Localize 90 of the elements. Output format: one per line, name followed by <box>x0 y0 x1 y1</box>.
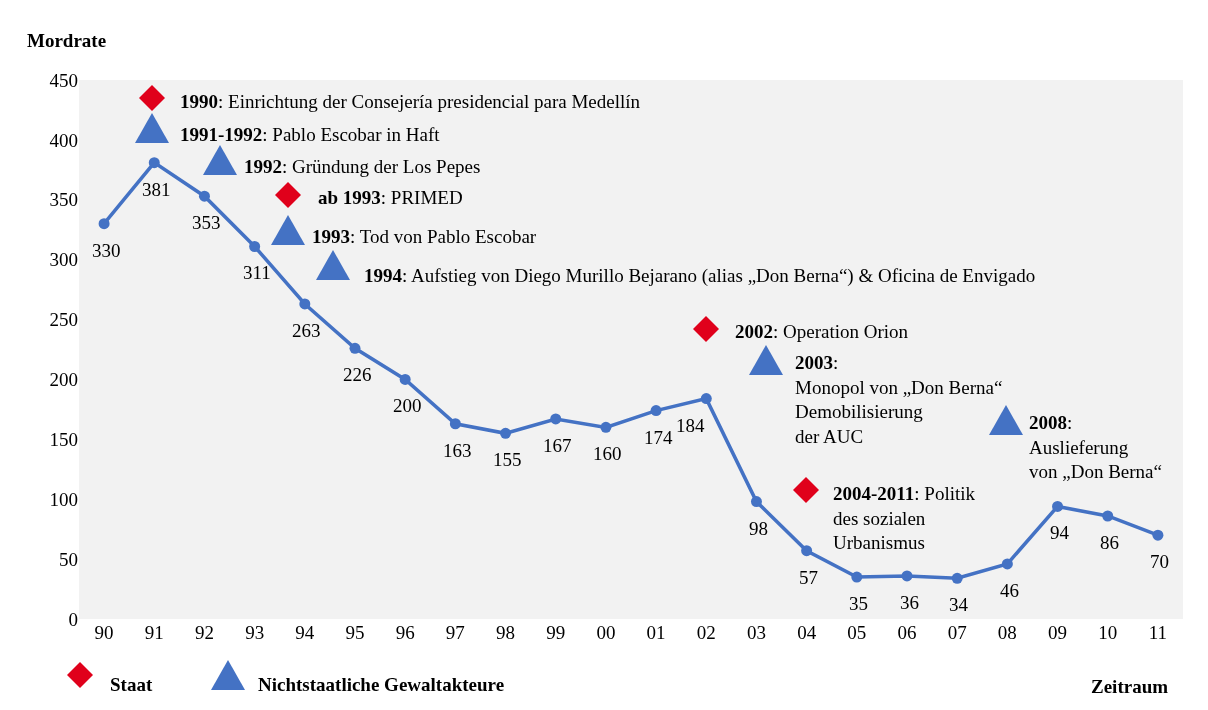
y-tick-label: 0 <box>68 608 78 630</box>
point <box>1001 558 1013 570</box>
annotation: 2003: Monopol von „Don Berna“ Demobilisierung der AUC <box>795 352 1003 448</box>
point <box>399 373 411 385</box>
annotation: 1994: Aufstieg von Diego Murillo Bejarano (alias „Don Berna“) & Oficina de Envigado <box>364 265 1036 287</box>
x-tick-label: 94 <box>295 622 315 643</box>
x-tick-label: 11 <box>1148 622 1168 643</box>
x-axis-title: Zeitraum <box>1091 676 1169 697</box>
y-tick-label: 100 <box>49 488 78 510</box>
data-label: 70 <box>1150 551 1169 572</box>
point <box>198 190 210 202</box>
data-label: 311 <box>243 262 271 283</box>
data-label: 98 <box>749 518 768 539</box>
data-label: 155 <box>493 449 522 470</box>
x-tick-label: 10 <box>1098 622 1118 643</box>
data-label: 57 <box>799 567 818 588</box>
x-tick-label: 03 <box>746 622 766 643</box>
data-label: 174 <box>644 427 673 448</box>
point <box>148 157 160 169</box>
data-label: 160 <box>593 443 622 464</box>
data-label: 46 <box>1000 580 1019 601</box>
data-label: 200 <box>393 395 422 416</box>
annotation: 2002: Operation Orion <box>735 321 909 342</box>
data-label: 381 <box>142 179 171 200</box>
data-label: 94 <box>1050 522 1070 543</box>
point <box>98 218 110 230</box>
y-tick-label: 150 <box>49 428 78 450</box>
annotation: 1993: Tod von Pablo Escobar <box>312 226 537 247</box>
x-tick-label: 09 <box>1048 622 1068 643</box>
y-axis-title: Mordrate <box>27 30 107 51</box>
x-tick-label: 93 <box>245 622 265 643</box>
annotation: 1992: Gründung der Los Pepes <box>244 156 481 177</box>
data-label: 163 <box>443 440 472 461</box>
y-tick-label: 450 <box>49 69 78 91</box>
data-label: 167 <box>543 435 572 456</box>
x-tick-label: 90 <box>94 622 114 643</box>
data-label: 36 <box>900 592 919 613</box>
x-tick-label: 02 <box>696 622 716 643</box>
data-label: 330 <box>92 240 121 261</box>
x-tick-label: 01 <box>646 622 666 643</box>
annotation: 2004-2011: Politik des sozialen Urbanismus <box>833 483 976 554</box>
text: Staat <box>110 674 153 695</box>
annotation: 1990: Einrichtung der Consejería presidencial para Medellín <box>180 91 641 112</box>
data-label: 86 <box>1100 532 1119 553</box>
x-tick-label: 96 <box>395 622 415 643</box>
x-tick-label: 98 <box>496 622 516 643</box>
point <box>1052 500 1064 512</box>
y-tick-label: 400 <box>49 129 78 151</box>
point <box>249 240 261 252</box>
x-tick-label: 97 <box>445 622 465 643</box>
point <box>1102 510 1114 522</box>
x-tick-label: 05 <box>847 622 867 643</box>
point <box>650 405 662 417</box>
point <box>349 342 361 354</box>
point <box>901 570 913 582</box>
point <box>550 413 562 425</box>
x-tick-label: 95 <box>345 622 365 643</box>
data-label: 263 <box>292 320 321 341</box>
data-label: 353 <box>192 212 221 233</box>
data-label: 35 <box>849 593 868 614</box>
x-tick-label: 92 <box>194 622 214 643</box>
point <box>500 427 512 439</box>
y-tick-label: 200 <box>49 369 78 391</box>
annotation: 1991-1992: Pablo Escobar in Haft <box>180 124 441 145</box>
x-tick-label: 04 <box>797 622 817 643</box>
data-label: 184 <box>676 415 705 436</box>
data-label: 226 <box>343 364 372 385</box>
point <box>801 545 813 557</box>
y-tick-label: 50 <box>59 548 78 570</box>
annotation: ab 1993: PRIMED <box>318 187 463 208</box>
point <box>951 572 963 584</box>
annotation: 2008: Auslieferung von „Don Berna“ <box>1029 412 1162 483</box>
x-tick-label: 91 <box>144 622 164 643</box>
y-tick-label: 250 <box>49 309 78 331</box>
y-tick-label: 300 <box>49 249 78 271</box>
x-tick-label: 08 <box>997 622 1017 643</box>
point <box>600 421 612 433</box>
x-tick-label: 00 <box>596 622 616 643</box>
x-tick-label: 06 <box>897 622 917 643</box>
point <box>449 418 461 430</box>
point <box>851 571 863 583</box>
point <box>700 393 712 405</box>
point <box>299 298 311 310</box>
point <box>750 496 762 508</box>
data-label: 34 <box>949 594 969 615</box>
point <box>1152 529 1164 541</box>
x-tick-label: 99 <box>546 622 566 643</box>
y-tick-label: 350 <box>49 189 78 211</box>
x-tick-label: 07 <box>947 622 967 643</box>
text: Nichtstaatliche Gewaltakteure <box>258 674 505 695</box>
